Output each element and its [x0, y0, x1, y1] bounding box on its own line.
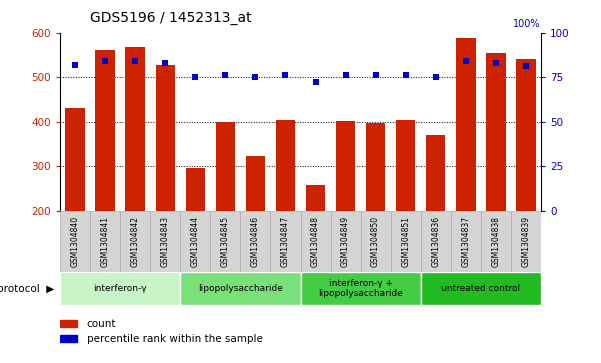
Text: GSM1304849: GSM1304849: [341, 216, 350, 267]
Point: [251, 74, 260, 80]
Text: percentile rank within the sample: percentile rank within the sample: [87, 334, 263, 344]
Bar: [210, 211, 240, 272]
Point: [401, 73, 410, 78]
Text: GSM1304846: GSM1304846: [251, 216, 260, 267]
Bar: [60, 272, 180, 305]
Point: [461, 58, 471, 64]
Text: protocol  ▶: protocol ▶: [0, 284, 54, 294]
Point: [281, 73, 290, 78]
Text: GSM1304840: GSM1304840: [71, 216, 79, 267]
Bar: [361, 211, 391, 272]
Bar: [421, 211, 451, 272]
Bar: [96, 50, 115, 211]
Bar: [246, 156, 265, 211]
Text: GSM1304836: GSM1304836: [432, 216, 440, 267]
Point: [130, 58, 140, 64]
Bar: [60, 211, 90, 272]
Bar: [511, 211, 541, 272]
Bar: [516, 59, 535, 211]
Text: GSM1304845: GSM1304845: [221, 216, 230, 267]
Text: 100%: 100%: [513, 19, 541, 29]
Point: [221, 73, 230, 78]
Point: [70, 62, 80, 68]
Point: [311, 79, 320, 85]
Bar: [306, 185, 325, 211]
Text: GSM1304841: GSM1304841: [101, 216, 109, 267]
Bar: [451, 211, 481, 272]
Bar: [391, 211, 421, 272]
Point: [431, 74, 441, 80]
Bar: [180, 211, 210, 272]
Text: GSM1304837: GSM1304837: [462, 216, 470, 267]
Bar: [60, 335, 77, 342]
Bar: [331, 211, 361, 272]
Text: GSM1304850: GSM1304850: [371, 216, 380, 267]
Point: [371, 73, 380, 78]
Point: [491, 60, 501, 66]
Bar: [150, 211, 180, 272]
Text: GSM1304843: GSM1304843: [161, 216, 169, 267]
Bar: [240, 211, 270, 272]
Bar: [126, 47, 145, 211]
Bar: [66, 108, 85, 211]
Bar: [90, 211, 120, 272]
Text: GSM1304838: GSM1304838: [492, 216, 500, 267]
Bar: [426, 135, 445, 211]
Bar: [60, 320, 77, 327]
Point: [160, 60, 170, 66]
Bar: [276, 120, 295, 211]
Text: lipopolysaccharide: lipopolysaccharide: [198, 284, 283, 293]
Bar: [270, 211, 300, 272]
Bar: [396, 120, 415, 211]
Point: [341, 73, 350, 78]
Point: [100, 58, 110, 64]
Point: [521, 64, 531, 69]
Bar: [421, 272, 541, 305]
Bar: [156, 65, 175, 211]
Bar: [186, 168, 205, 211]
Text: untreated control: untreated control: [441, 284, 520, 293]
Text: GSM1304844: GSM1304844: [191, 216, 200, 267]
Text: GSM1304848: GSM1304848: [311, 216, 320, 267]
Bar: [216, 122, 235, 211]
Text: interferon-γ +
lipopolysaccharide: interferon-γ + lipopolysaccharide: [318, 279, 403, 298]
Bar: [120, 211, 150, 272]
Bar: [481, 211, 511, 272]
Point: [191, 74, 200, 80]
Bar: [366, 123, 385, 211]
Text: GSM1304839: GSM1304839: [522, 216, 530, 267]
Bar: [180, 272, 300, 305]
Text: count: count: [87, 319, 116, 329]
Text: GSM1304847: GSM1304847: [281, 216, 290, 267]
Text: GSM1304851: GSM1304851: [401, 216, 410, 267]
Text: interferon-γ: interferon-γ: [93, 284, 147, 293]
Bar: [456, 38, 475, 211]
Text: GSM1304842: GSM1304842: [131, 216, 139, 267]
Bar: [300, 272, 421, 305]
Bar: [300, 211, 331, 272]
Bar: [486, 53, 505, 211]
Text: GDS5196 / 1452313_at: GDS5196 / 1452313_at: [90, 11, 252, 25]
Bar: [336, 121, 355, 211]
